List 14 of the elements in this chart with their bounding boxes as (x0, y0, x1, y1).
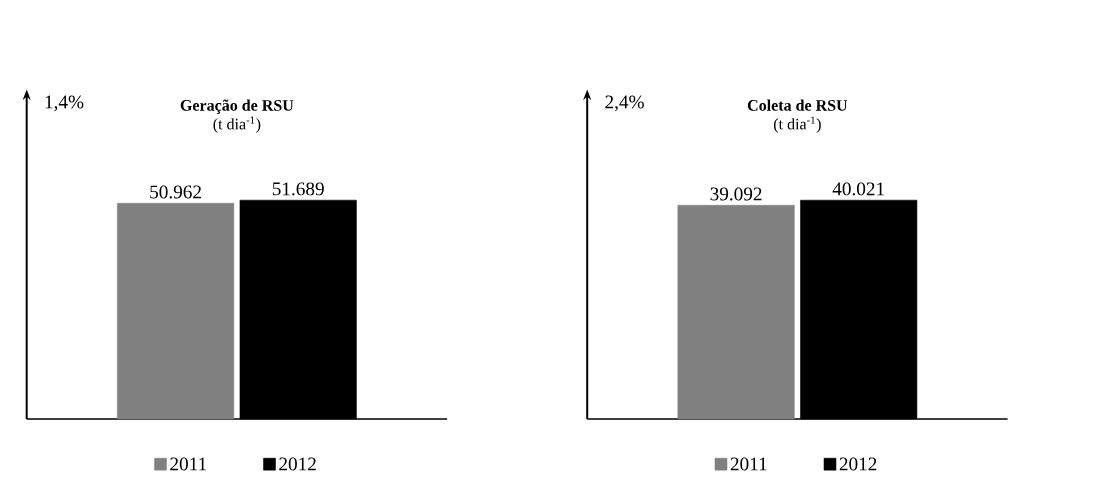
text: 1,4% (45, 95, 84, 112)
chart-subtitle: (t dia$^{-1}$) (773, 116, 821, 133)
legend-label: 2012 (839, 457, 877, 471)
data-label: 39.092 (710, 187, 762, 201)
chart-title: Coleta de RSU (747, 99, 848, 111)
text: 2,4% (605, 95, 644, 112)
legend-label: 2011 (170, 457, 207, 471)
data-label: 40.021 (832, 182, 884, 196)
legend-label: 2011 (730, 457, 767, 471)
legend-label: 2012 (279, 457, 316, 471)
chart-subtitle: (t dia$^{-1}$) (213, 116, 261, 133)
data-label: 51.689 (272, 182, 324, 196)
data-label: 50.962 (150, 185, 201, 199)
chart-title: Geração de RSU (180, 99, 294, 114)
